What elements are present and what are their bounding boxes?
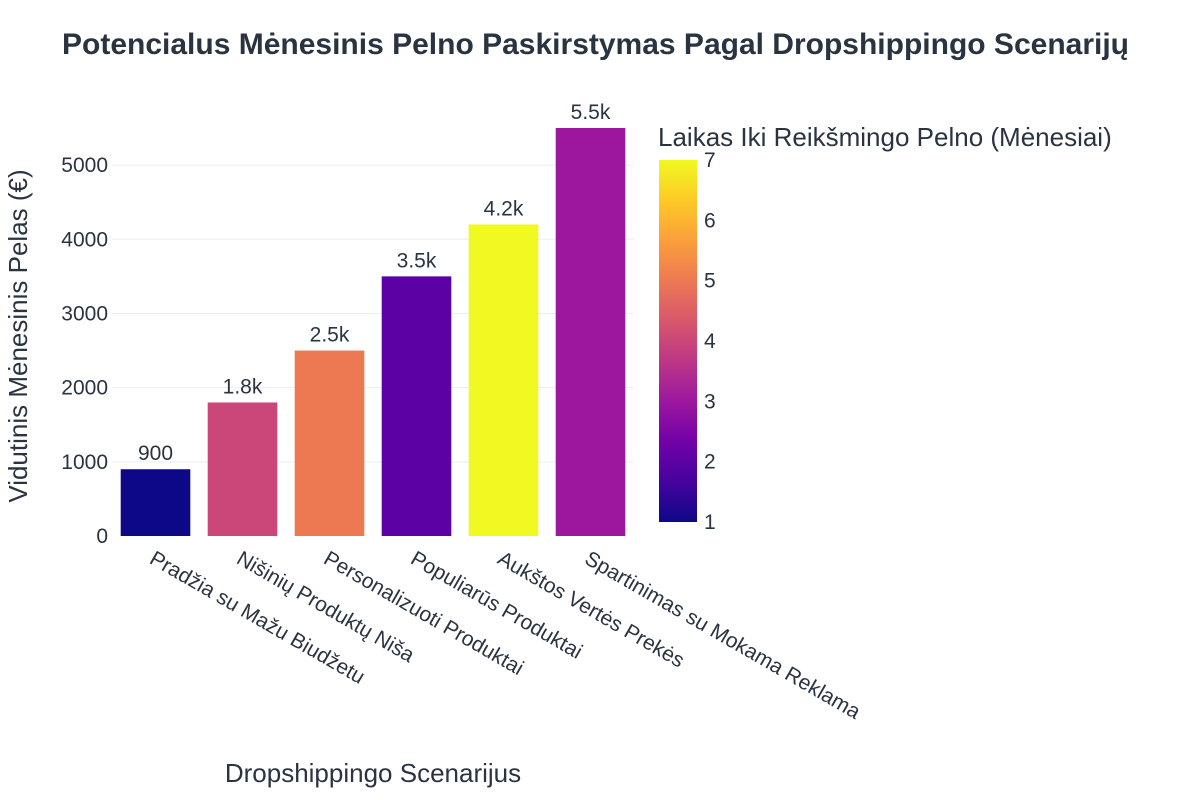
bar bbox=[555, 128, 626, 536]
y-tick-label: 4000 bbox=[61, 228, 108, 251]
colorbar-tick-label: 2 bbox=[704, 451, 716, 474]
y-axis-title: Vidutinis Mėnesinis Pelas (€) bbox=[3, 169, 33, 502]
bar-value-label: 5.5k bbox=[571, 101, 611, 124]
colorbar-title: Laikas Iki Reikšmingo Pelno (Mėnesiai) bbox=[658, 122, 1112, 152]
bar bbox=[120, 469, 191, 536]
bar-value-label: 1.8k bbox=[223, 375, 263, 398]
y-tick-label: 2000 bbox=[61, 377, 108, 400]
chart-title: Potencialus Mėnesinis Pelno Paskirstymas… bbox=[62, 28, 1129, 61]
colorbar-tick-label: 7 bbox=[704, 149, 716, 172]
colorbar-tick-label: 1 bbox=[704, 511, 716, 534]
bar-value-label: 3.5k bbox=[397, 249, 437, 272]
y-tick-label: 1000 bbox=[61, 451, 108, 474]
y-tick-label: 5000 bbox=[61, 154, 108, 177]
bar-value-label: 2.5k bbox=[310, 324, 350, 347]
colorbar-tick-labels: 1 2 3 4 5 6 7 bbox=[704, 149, 716, 534]
colorbar-tick-label: 3 bbox=[704, 390, 716, 413]
gridlines bbox=[112, 164, 634, 463]
bar-labels: 900 1.8k 2.5k 3.5k 4.2k 5.5k bbox=[138, 101, 611, 465]
x-axis-title: Dropshippingo Scenarijus bbox=[225, 758, 521, 788]
bar-value-label: 4.2k bbox=[484, 197, 524, 220]
colorbar-tick-label: 6 bbox=[704, 209, 716, 232]
y-tick-labels: 0 1000 2000 3000 4000 5000 bbox=[61, 154, 108, 548]
bar bbox=[468, 224, 539, 536]
bars bbox=[120, 128, 626, 536]
colorbar-tick-label: 4 bbox=[704, 330, 716, 353]
bar bbox=[294, 350, 365, 536]
colorbar: Laikas Iki Reikšmingo Pelno (Mėnesiai) 1… bbox=[658, 122, 1112, 534]
y-tick-label: 0 bbox=[96, 525, 108, 548]
bar-value-label: 900 bbox=[138, 442, 173, 465]
bar bbox=[381, 276, 452, 536]
colorbar-scale bbox=[659, 160, 697, 522]
y-tick-label: 3000 bbox=[61, 302, 108, 325]
bar bbox=[207, 402, 278, 536]
colorbar-tick-label: 5 bbox=[704, 270, 716, 293]
